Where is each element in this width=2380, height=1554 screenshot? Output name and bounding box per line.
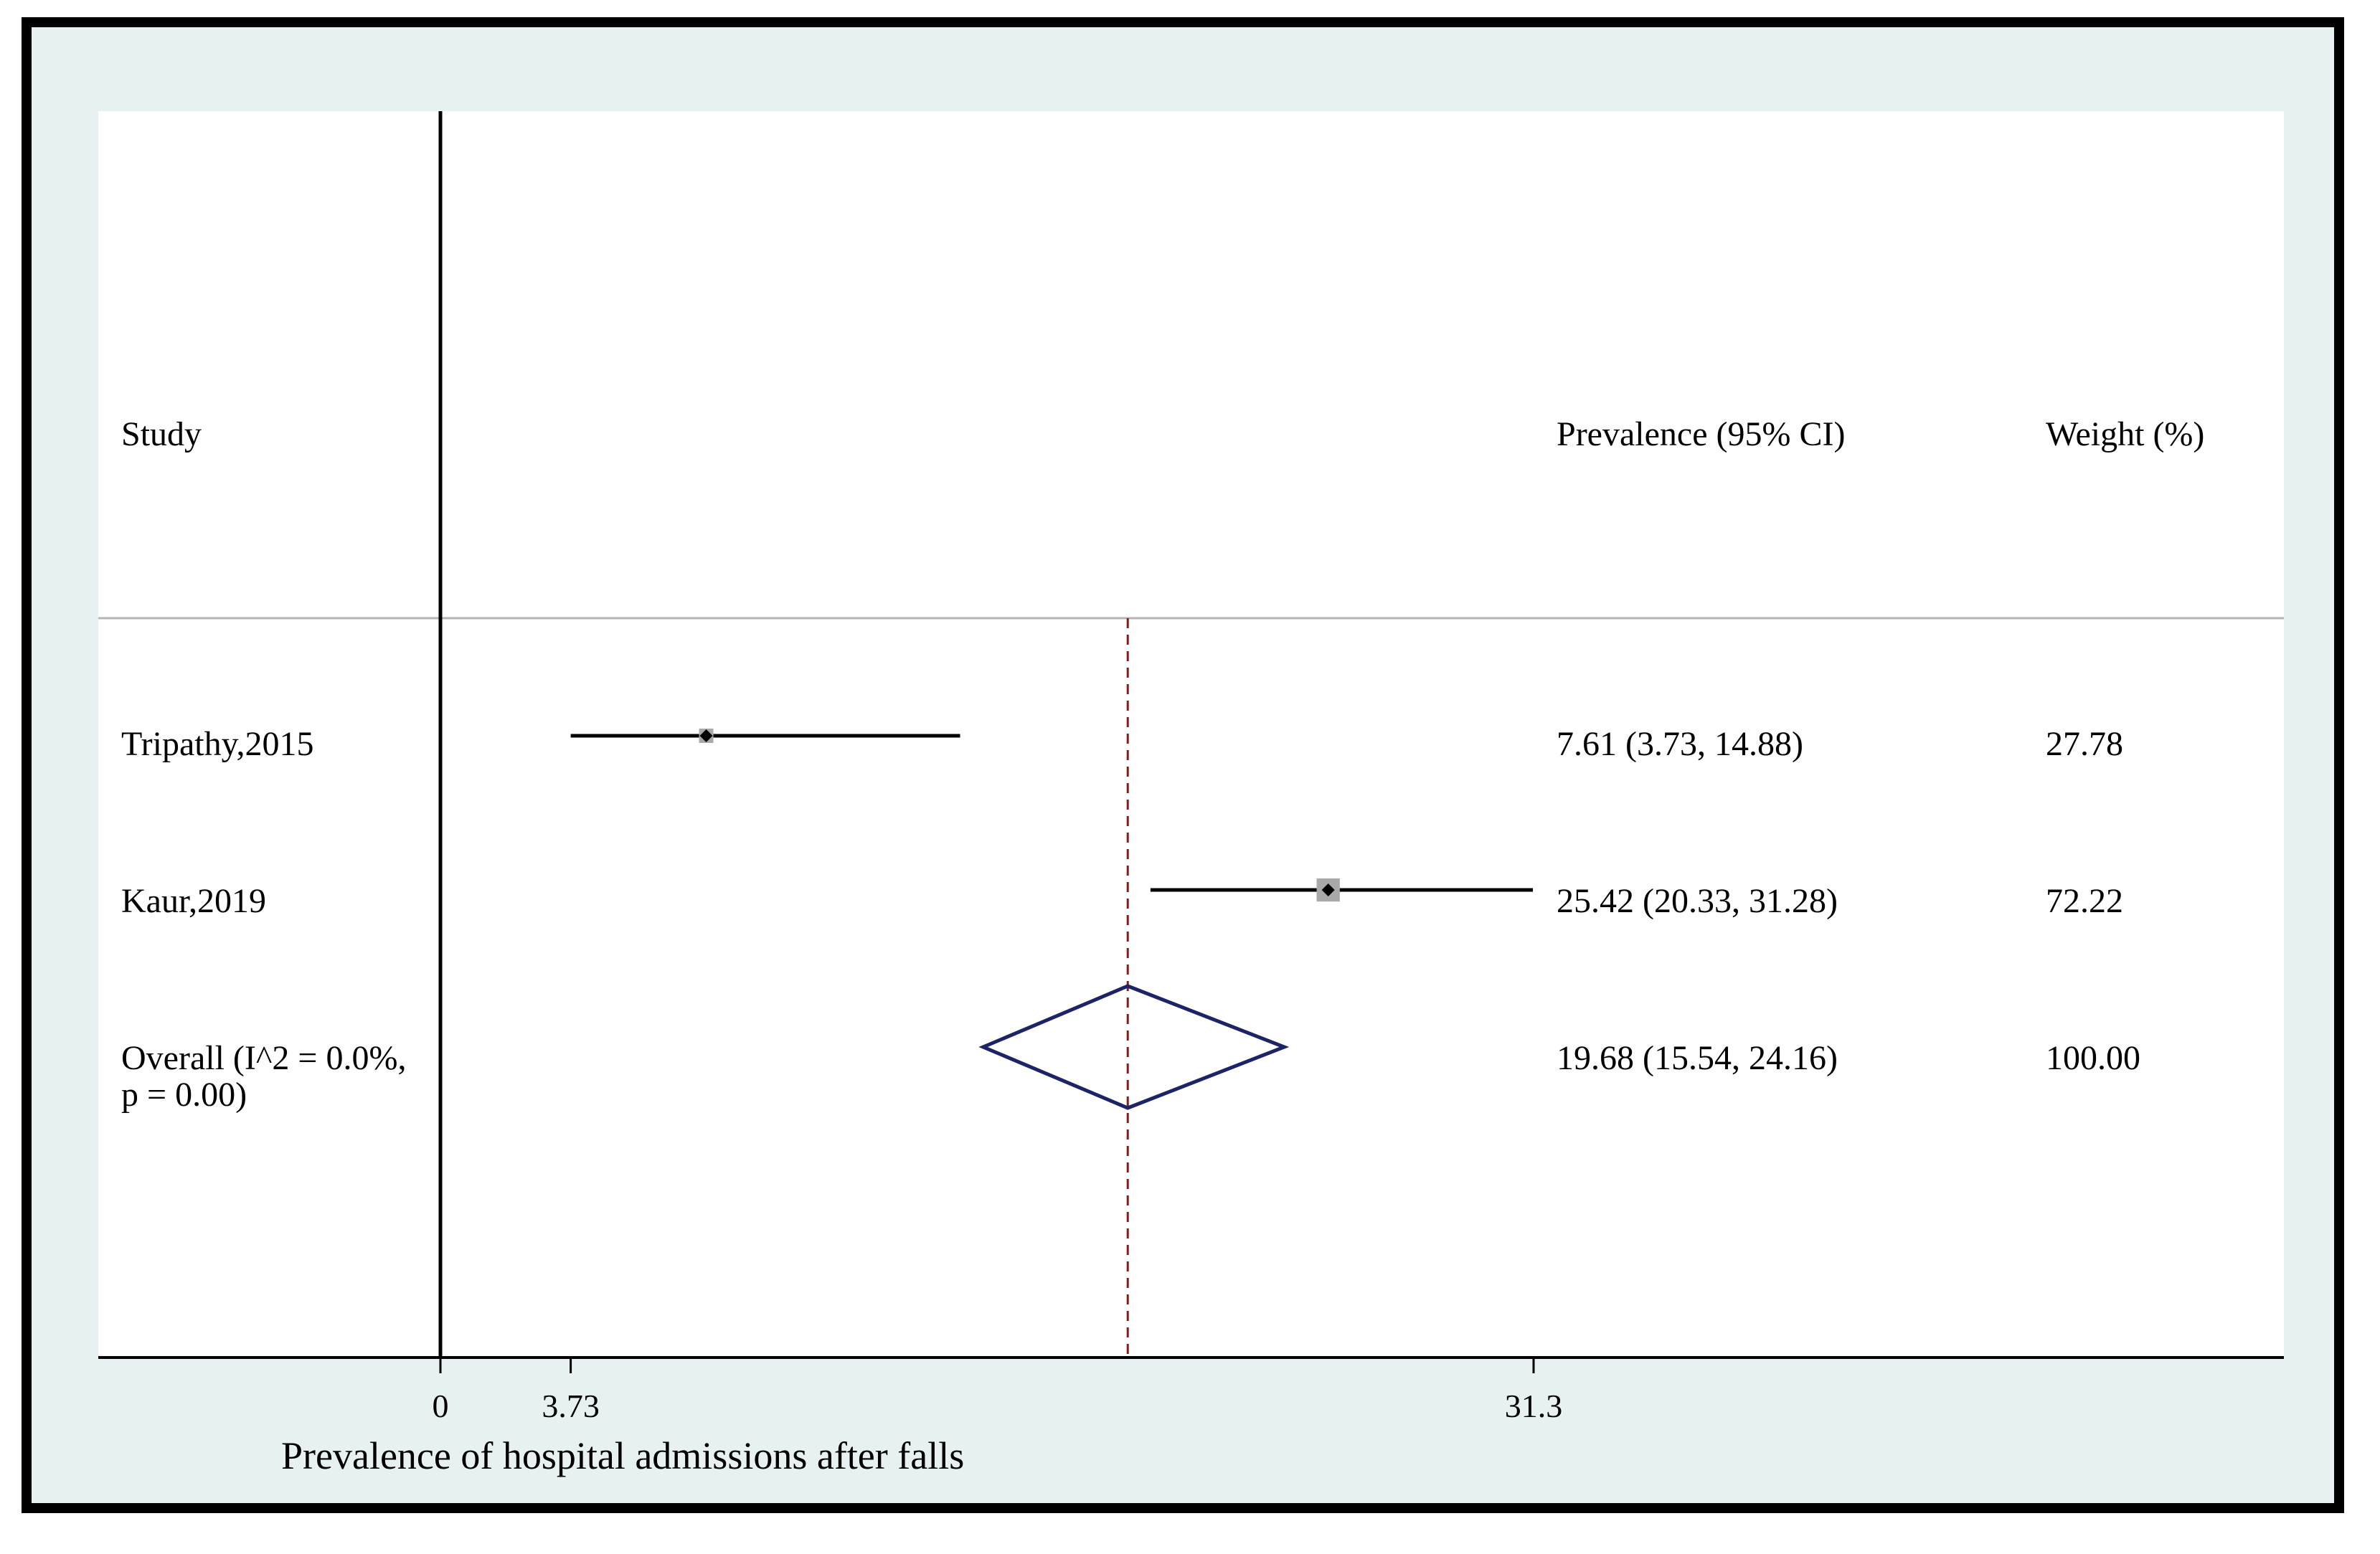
x-tick-label-0: 0	[433, 1388, 449, 1424]
ci-text-tripathy-2015: 7.61 (3.73, 14.88)	[1557, 725, 1803, 763]
weight-text-tripathy-2015: 27.78	[2046, 725, 2123, 763]
header-weight: Weight (%)	[2046, 415, 2204, 453]
x-tick-label-31-3: 31.3	[1505, 1388, 1563, 1424]
weight-text-kaur-2019: 72.22	[2046, 882, 2123, 920]
study-label-tripathy-2015: Tripathy,2015	[121, 725, 313, 763]
ci-text-kaur-2019: 25.42 (20.33, 31.28)	[1557, 882, 1838, 920]
overall-label-line2: p = 0.00)	[121, 1076, 247, 1114]
point-estimate-tripathy-2015	[699, 729, 713, 742]
header-estimate: Prevalence (95% CI)	[1557, 415, 1846, 453]
overall-label-line1: Overall (I^2 = 0.0%,	[121, 1039, 406, 1077]
overall-ci-text: 19.68 (15.54, 24.16)	[1557, 1039, 1838, 1077]
x-tick-label-3-73: 3.73	[542, 1388, 600, 1424]
point-estimate-kaur-2019	[1321, 883, 1335, 896]
study-label-kaur-2019: Kaur,2019	[121, 882, 266, 920]
header-study: Study	[121, 415, 202, 453]
overall-diamond	[978, 984, 1290, 1110]
plot-background	[98, 111, 2284, 1359]
x-axis-title: Prevalence of hospital admissions after …	[281, 1434, 964, 1477]
overall-weight-text: 100.00	[2046, 1039, 2140, 1077]
